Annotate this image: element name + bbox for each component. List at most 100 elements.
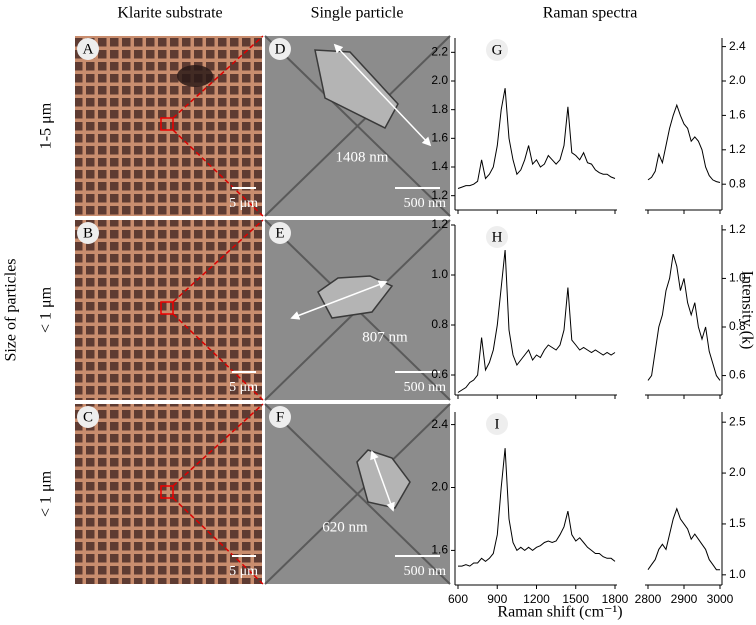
size-arrow — [333, 43, 432, 147]
panel-letter: D — [275, 41, 286, 57]
y2-tick-label: 1.0 — [729, 567, 746, 581]
y2-tick-label: 0.6 — [729, 368, 746, 382]
panel-badge — [486, 39, 508, 61]
selection-box — [160, 117, 174, 131]
panel-letter: B — [83, 225, 93, 241]
row-label: 1-5 μm — [38, 102, 55, 149]
spectrum-line — [647, 253, 721, 381]
y-tick-label: 1.2 — [431, 188, 448, 202]
x-tick-label: 1200 — [523, 592, 550, 606]
y2-tick-label: 2.5 — [729, 414, 746, 428]
y-tick-label: 2.0 — [431, 73, 448, 87]
scale-bar-label: 500 nm — [404, 564, 447, 579]
panel-badge — [269, 38, 291, 60]
y2-tick-label: 2.0 — [729, 73, 746, 87]
y-tick-label: 2.2 — [431, 45, 448, 59]
panel-letter: A — [83, 41, 94, 57]
x2-tick-label: 3000 — [707, 592, 734, 606]
size-arrow — [370, 450, 395, 512]
x2-tick-label: 2800 — [635, 592, 662, 606]
scale-bar-label: 5 μm — [229, 564, 258, 579]
x-tick-label: 1800 — [602, 592, 629, 606]
panel-letter: H — [492, 229, 503, 245]
y2-tick-label: 1.2 — [729, 142, 746, 156]
scale-bar-label: 500 nm — [404, 380, 447, 395]
y2-tick-label: 1.0 — [729, 271, 746, 285]
y2-tick-label: 1.5 — [729, 516, 746, 530]
x-axis-label: Raman shift (cm⁻¹) — [497, 604, 622, 621]
pyramid-edge — [264, 309, 359, 401]
optical-panel: C 5 μm — [75, 403, 264, 585]
sem-panel: 807 nm E 500 nm — [264, 219, 451, 401]
pyramid-edge — [356, 309, 451, 401]
y-tick-label: 0.6 — [431, 367, 448, 381]
row-label: < 1 μm — [38, 286, 55, 333]
panel-badge — [77, 406, 99, 428]
spectrum-line — [647, 103, 721, 183]
spectrum-line — [457, 88, 616, 189]
column-header: Single particle — [311, 5, 404, 22]
spectrum-line — [458, 448, 616, 567]
dark-spot — [177, 65, 213, 87]
y2-tick-label: 1.6 — [729, 108, 746, 122]
y2-axis-label: Intensity (k) — [738, 271, 755, 350]
panel-badge — [269, 222, 291, 244]
panel-badge — [486, 413, 508, 435]
y-tick-label: 2.0 — [431, 480, 448, 494]
y-tick-label: 1.0 — [431, 267, 448, 281]
scale-bar-label: 5 μm — [229, 196, 258, 211]
x2-tick-label: 2900 — [671, 592, 698, 606]
size-arrow — [290, 280, 388, 320]
panel-badge — [269, 406, 291, 428]
y2-tick-label: 1.2 — [729, 222, 746, 236]
y-tick-label: 1.2 — [431, 217, 448, 231]
y2-tick-label: 0.8 — [729, 176, 746, 190]
sem-panel: 620 nm F 500 nm — [264, 403, 451, 585]
sem-panel: 1408 nm D 500 nm — [264, 35, 451, 217]
particle-size: 620 nm — [322, 519, 368, 535]
scale-bar-label: 5 μm — [229, 380, 258, 395]
selection-box — [160, 485, 174, 499]
panel-letter: E — [275, 225, 284, 241]
zoom-line — [172, 313, 264, 401]
x-tick-label: 900 — [487, 592, 507, 606]
optical-panel: B 5 μm — [75, 219, 264, 401]
zoom-line — [172, 129, 264, 217]
zoom-line — [172, 403, 264, 487]
y-tick-label: 1.6 — [431, 131, 448, 145]
x-tick-label: 600 — [448, 592, 468, 606]
side-label: Size of particles — [3, 258, 20, 361]
zoom-line — [172, 219, 264, 303]
particle-size: 807 nm — [362, 329, 408, 345]
y-tick-label: 0.8 — [431, 317, 448, 331]
y-tick-label: 1.8 — [431, 102, 448, 116]
panel-letter: G — [492, 42, 503, 58]
y-tick-label: 1.6 — [431, 543, 448, 557]
y-tick-label: 2.4 — [431, 417, 448, 431]
zoom-line — [172, 497, 264, 585]
y2-tick-label: 0.8 — [729, 319, 746, 333]
y2-tick-label: 2.0 — [729, 465, 746, 479]
panel-letter: I — [495, 416, 500, 432]
scale-bar-label: 500 nm — [404, 196, 447, 211]
panel-badge — [486, 226, 508, 248]
spectrum-line — [647, 507, 720, 571]
optical-panel: A 5 μm — [75, 35, 264, 217]
selection-box — [160, 301, 174, 315]
particle-size: 1408 nm — [336, 149, 389, 165]
panel-badge — [77, 222, 99, 244]
panel-letter: F — [276, 409, 284, 425]
zoom-line — [172, 35, 264, 119]
column-header: Klarite substrate — [117, 5, 222, 22]
panel-letter: C — [83, 409, 93, 425]
y-tick-label: 1.4 — [431, 159, 448, 173]
column-header: Raman spectra — [543, 5, 638, 22]
y2-tick-label: 2.4 — [729, 39, 746, 53]
pyramid-edge — [264, 493, 359, 585]
panel-badge — [77, 38, 99, 60]
x-tick-label: 1500 — [562, 592, 589, 606]
row-label: < 1 μm — [38, 470, 55, 517]
spectrum-line — [457, 249, 616, 393]
